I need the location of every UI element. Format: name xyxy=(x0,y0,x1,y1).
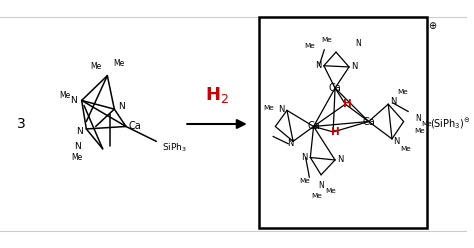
Text: Me: Me xyxy=(72,153,82,162)
Text: Me: Me xyxy=(321,37,331,43)
Text: N: N xyxy=(315,61,321,70)
Text: SiPh$_3$: SiPh$_3$ xyxy=(163,141,187,154)
Text: Me: Me xyxy=(304,43,315,49)
Text: N: N xyxy=(415,114,420,123)
Text: Me: Me xyxy=(90,62,101,71)
Text: Me: Me xyxy=(311,193,322,199)
Text: ⊕: ⊕ xyxy=(428,21,437,31)
Text: N: N xyxy=(337,155,344,164)
Text: H$_2$: H$_2$ xyxy=(205,86,229,105)
Text: Me: Me xyxy=(263,105,273,111)
Text: 3: 3 xyxy=(17,117,26,131)
Text: Ca: Ca xyxy=(128,122,141,131)
Text: N: N xyxy=(288,139,294,148)
Text: Me: Me xyxy=(60,91,71,100)
Text: Me: Me xyxy=(415,128,425,134)
Text: N: N xyxy=(301,153,308,162)
Text: N: N xyxy=(318,182,324,190)
Text: Ca: Ca xyxy=(307,122,320,131)
Text: N: N xyxy=(74,142,82,151)
Text: Me: Me xyxy=(397,89,408,95)
Text: Me: Me xyxy=(113,59,125,68)
Text: N: N xyxy=(278,105,284,114)
Text: Ca: Ca xyxy=(362,117,375,126)
Text: H: H xyxy=(331,127,339,137)
Text: N: N xyxy=(390,97,396,106)
Text: H: H xyxy=(343,99,352,109)
Text: N: N xyxy=(356,39,361,48)
Text: (SiPh$_3$)$^{\circleddash}$: (SiPh$_3$)$^{\circleddash}$ xyxy=(430,117,471,131)
Text: Ca: Ca xyxy=(328,83,341,93)
Text: N: N xyxy=(351,62,358,71)
Bar xyxy=(259,17,427,228)
Text: N: N xyxy=(393,137,400,146)
Text: N: N xyxy=(76,127,82,136)
Text: Me: Me xyxy=(300,178,310,184)
Text: N: N xyxy=(118,102,125,111)
Text: Me: Me xyxy=(401,146,411,152)
Text: N: N xyxy=(70,96,77,105)
Text: Me: Me xyxy=(325,188,336,194)
Text: Me: Me xyxy=(421,121,432,127)
